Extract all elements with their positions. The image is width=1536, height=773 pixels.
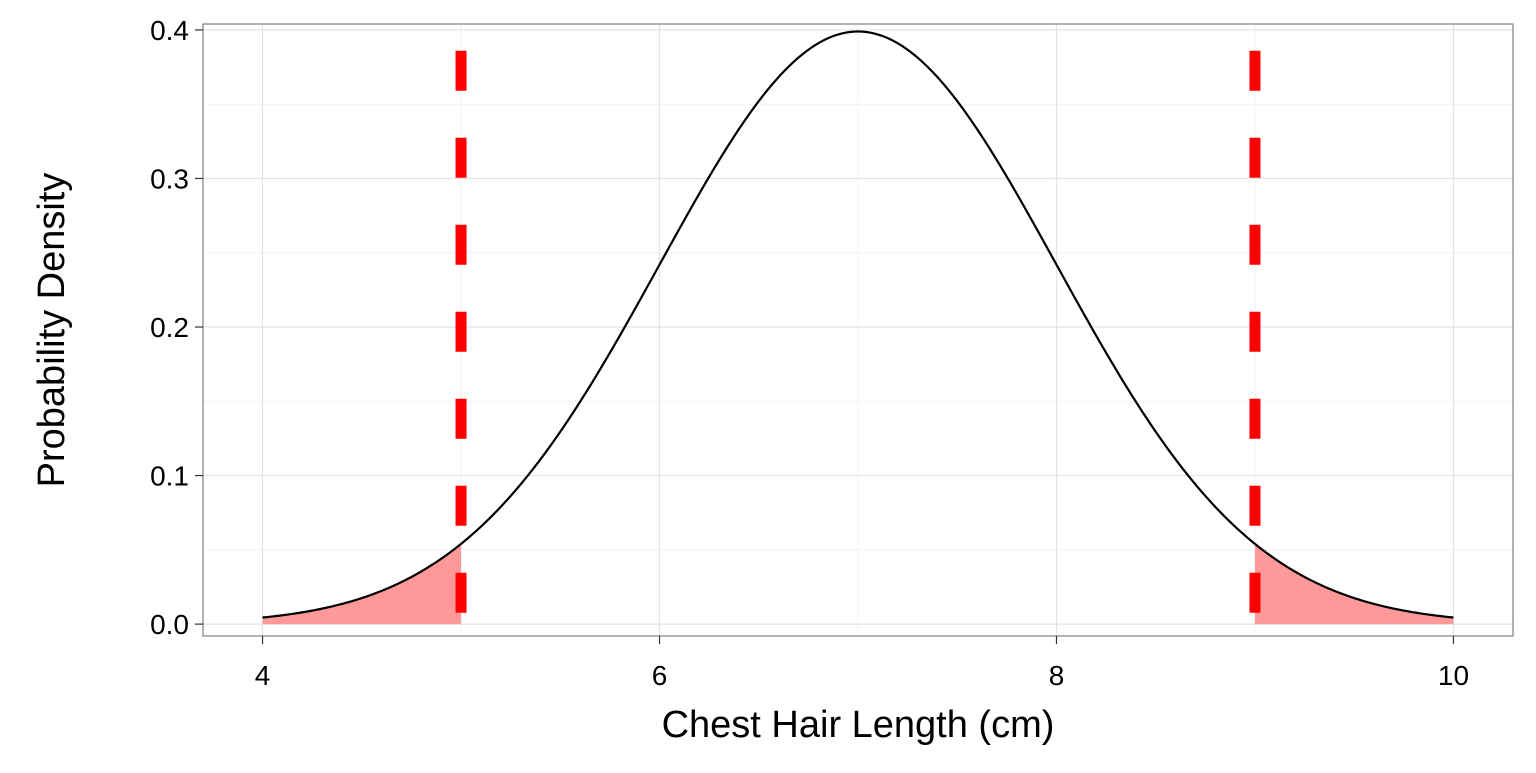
shaded-tail-region xyxy=(262,543,462,625)
y-tick-label: 0.2 xyxy=(150,312,189,343)
reference-lines xyxy=(455,50,1261,625)
y-tick-label: 0.0 xyxy=(150,609,189,640)
x-tick-label: 6 xyxy=(652,660,668,691)
x-tick-label: 10 xyxy=(1438,660,1469,691)
y-tick-label: 0.1 xyxy=(150,461,189,492)
grid-major xyxy=(203,24,1513,636)
y-tick-label: 0.4 xyxy=(150,15,189,46)
y-axis-title: Probability Density xyxy=(31,173,73,488)
panel-border xyxy=(202,23,1514,637)
x-tick-label: 8 xyxy=(1049,660,1065,691)
shaded-tail-region xyxy=(1254,543,1454,625)
y-axis-ticks: 0.0 0.1 0.2 0.3 0.4 xyxy=(150,15,203,640)
y-tick-label: 0.3 xyxy=(150,163,189,194)
x-axis-title: Chest Hair Length (cm) xyxy=(662,704,1055,746)
shaded-tail-regions xyxy=(262,543,1454,625)
x-tick-label: 4 xyxy=(255,660,271,691)
density-curve-layer xyxy=(262,30,1454,619)
density-curve xyxy=(262,30,1454,619)
x-axis-ticks: 4 6 8 10 xyxy=(255,636,1469,691)
